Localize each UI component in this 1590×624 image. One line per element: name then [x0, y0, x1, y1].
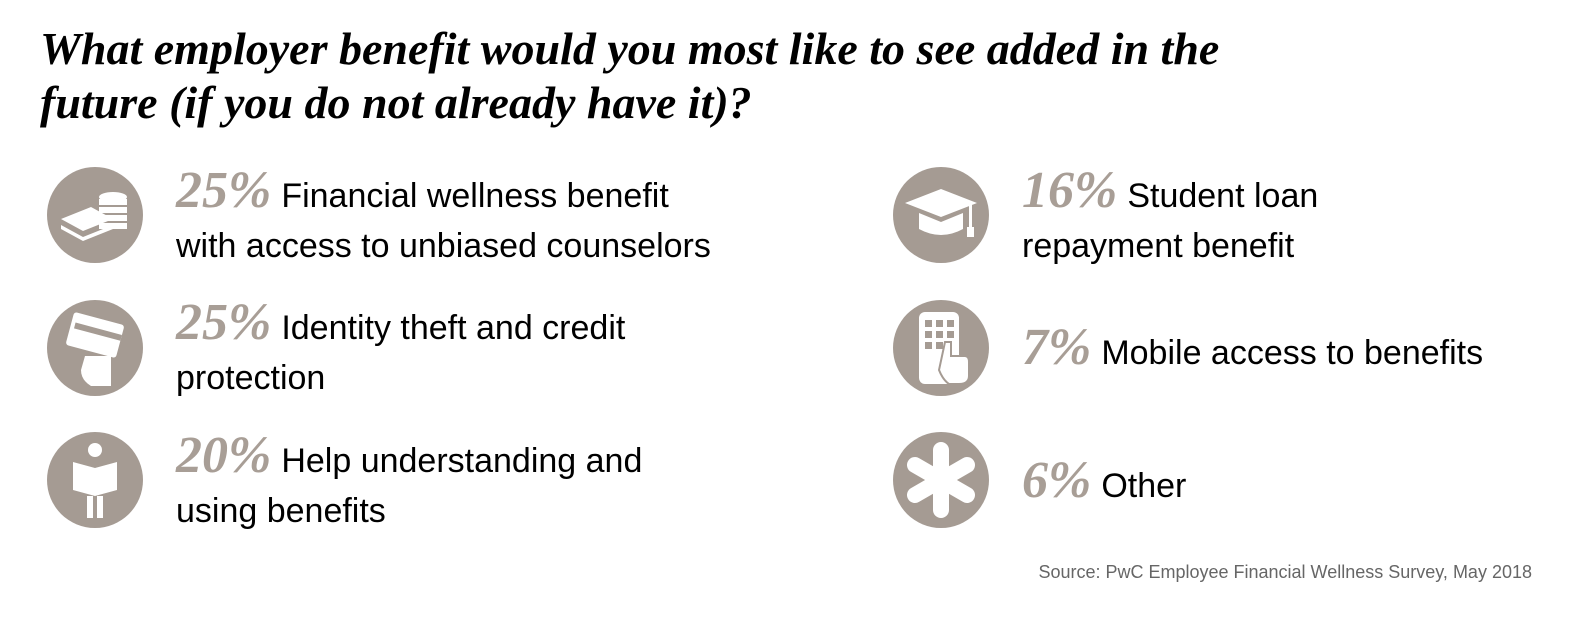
percent: 16% — [1022, 162, 1118, 219]
percent: 25% — [176, 162, 272, 219]
source-note: Source: PwC Employee Financial Wellness … — [1038, 562, 1532, 582]
benefit-item: 16% Student loan repayment benefit — [1022, 165, 1319, 271]
label-line: Mobile access to benefits — [1101, 334, 1484, 372]
label-line: Financial wellness benefit — [281, 177, 669, 215]
title-line: future (if you do not already have it)? — [40, 77, 752, 128]
icon-reader — [47, 432, 143, 528]
icon-graduation — [893, 167, 989, 263]
title: What employer benefit would you most lik… — [40, 22, 1219, 130]
percent: 20% — [176, 427, 272, 484]
percent: 25% — [176, 294, 272, 351]
label-line: Other — [1101, 467, 1187, 505]
title-line: What employer benefit would you most lik… — [40, 23, 1220, 74]
icon-mobile — [893, 300, 989, 396]
icon-card — [47, 300, 143, 396]
label-line: Help understanding and — [281, 442, 643, 480]
label-line: Student loan — [1127, 177, 1319, 215]
label-line: using benefits — [176, 492, 386, 530]
percent: 7% — [1022, 319, 1092, 376]
benefit-item: 25% Identity theft and credit protection — [176, 297, 626, 403]
benefit-item: 20% Help understanding and using benefits — [176, 430, 643, 536]
label-line: Identity theft and credit — [281, 309, 626, 347]
benefit-item: 7% Mobile access to benefits — [1022, 322, 1484, 378]
benefit-item: 6% Other — [1022, 455, 1187, 511]
icon-asterisk — [893, 432, 989, 528]
percent: 6% — [1022, 452, 1092, 509]
label-line: repayment benefit — [1022, 227, 1295, 265]
label-line: with access to unbiased counselors — [176, 227, 711, 265]
label-line: protection — [176, 359, 326, 397]
benefit-item: 25% Financial wellness benefit with acces… — [176, 165, 711, 271]
icon-money — [47, 167, 143, 263]
